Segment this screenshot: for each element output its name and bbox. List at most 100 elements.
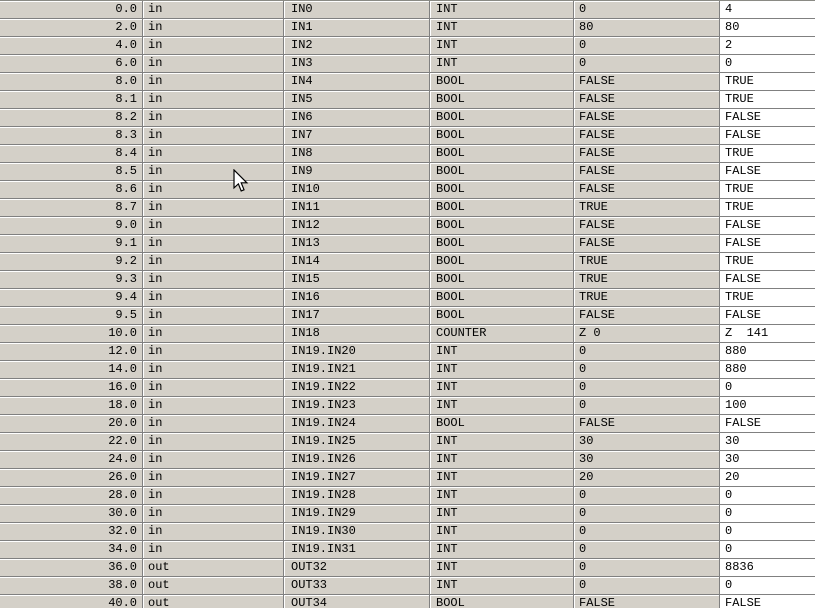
cell-address[interactable]: 6.0	[0, 55, 142, 72]
cell-name[interactable]: IN10	[283, 181, 429, 198]
cell-initial-value[interactable]: TRUE	[573, 199, 719, 216]
cell-name[interactable]: IN2	[283, 37, 429, 54]
cell-address[interactable]: 22.0	[0, 433, 142, 450]
cell-name[interactable]: IN16	[283, 289, 429, 306]
cell-declaration[interactable]: out	[142, 559, 283, 576]
cell-initial-value[interactable]: FALSE	[573, 307, 719, 324]
cell-initial-value[interactable]: TRUE	[573, 253, 719, 270]
cell-address[interactable]: 10.0	[0, 325, 142, 342]
cell-name[interactable]: IN12	[283, 217, 429, 234]
cell-address[interactable]: 8.1	[0, 91, 142, 108]
cell-type[interactable]: BOOL	[429, 73, 573, 90]
cell-initial-value[interactable]: 0	[573, 577, 719, 594]
cell-type[interactable]: INT	[429, 469, 573, 486]
cell-initial-value[interactable]: 0	[573, 379, 719, 396]
cell-name[interactable]: IN19.IN31	[283, 541, 429, 558]
cell-initial-value[interactable]: 0	[573, 343, 719, 360]
cell-initial-value[interactable]: Z 0	[573, 325, 719, 342]
table-row[interactable]: 14.0 in IN19.IN21 INT 0 880	[0, 361, 815, 379]
cell-type[interactable]: INT	[429, 559, 573, 576]
cell-type[interactable]: BOOL	[429, 109, 573, 126]
cell-actual-value[interactable]: TRUE	[719, 73, 815, 90]
cell-name[interactable]: IN13	[283, 235, 429, 252]
cell-address[interactable]: 9.2	[0, 253, 142, 270]
table-row[interactable]: 9.3 in IN15 BOOL TRUE FALSE	[0, 271, 815, 289]
cell-initial-value[interactable]: 0	[573, 397, 719, 414]
table-row[interactable]: 24.0 in IN19.IN26 INT 30 30	[0, 451, 815, 469]
cell-declaration[interactable]: in	[142, 253, 283, 270]
cell-type[interactable]: BOOL	[429, 145, 573, 162]
cell-actual-value[interactable]: TRUE	[719, 253, 815, 270]
cell-address[interactable]: 8.6	[0, 181, 142, 198]
cell-actual-value[interactable]: 100	[719, 397, 815, 414]
cell-actual-value[interactable]: TRUE	[719, 145, 815, 162]
cell-type[interactable]: INT	[429, 37, 573, 54]
table-row[interactable]: 12.0 in IN19.IN20 INT 0 880	[0, 343, 815, 361]
cell-type[interactable]: INT	[429, 505, 573, 522]
cell-name[interactable]: IN11	[283, 199, 429, 216]
cell-initial-value[interactable]: FALSE	[573, 181, 719, 198]
table-row[interactable]: 8.7 in IN11 BOOL TRUE TRUE	[0, 199, 815, 217]
cell-initial-value[interactable]: 0	[573, 559, 719, 576]
cell-name[interactable]: IN17	[283, 307, 429, 324]
cell-name[interactable]: IN6	[283, 109, 429, 126]
cell-declaration[interactable]: in	[142, 19, 283, 36]
cell-actual-value[interactable]: 0	[719, 487, 815, 504]
cell-name[interactable]: OUT33	[283, 577, 429, 594]
cell-type[interactable]: INT	[429, 577, 573, 594]
cell-actual-value[interactable]: FALSE	[719, 595, 815, 608]
cell-initial-value[interactable]: FALSE	[573, 415, 719, 432]
table-row[interactable]: 8.2 in IN6 BOOL FALSE FALSE	[0, 109, 815, 127]
cell-initial-value[interactable]: 0	[573, 361, 719, 378]
cell-type[interactable]: INT	[429, 343, 573, 360]
cell-initial-value[interactable]: FALSE	[573, 145, 719, 162]
cell-initial-value[interactable]: TRUE	[573, 289, 719, 306]
cell-initial-value[interactable]: FALSE	[573, 73, 719, 90]
cell-name[interactable]: IN1	[283, 19, 429, 36]
cell-type[interactable]: BOOL	[429, 253, 573, 270]
cell-actual-value[interactable]: 4	[719, 1, 815, 18]
cell-declaration[interactable]: in	[142, 217, 283, 234]
cell-type[interactable]: BOOL	[429, 199, 573, 216]
cell-declaration[interactable]: in	[142, 91, 283, 108]
cell-name[interactable]: IN19.IN30	[283, 523, 429, 540]
cell-initial-value[interactable]: 30	[573, 433, 719, 450]
cell-address[interactable]: 38.0	[0, 577, 142, 594]
cell-actual-value[interactable]: 20	[719, 469, 815, 486]
cell-declaration[interactable]: out	[142, 595, 283, 608]
cell-initial-value[interactable]: FALSE	[573, 91, 719, 108]
cell-address[interactable]: 9.4	[0, 289, 142, 306]
cell-actual-value[interactable]: FALSE	[719, 127, 815, 144]
cell-initial-value[interactable]: 0	[573, 1, 719, 18]
cell-declaration[interactable]: in	[142, 541, 283, 558]
cell-address[interactable]: 12.0	[0, 343, 142, 360]
cell-address[interactable]: 14.0	[0, 361, 142, 378]
cell-initial-value[interactable]: 30	[573, 451, 719, 468]
cell-type[interactable]: INT	[429, 451, 573, 468]
cell-declaration[interactable]: in	[142, 307, 283, 324]
table-row[interactable]: 8.0 in IN4 BOOL FALSE TRUE	[0, 73, 815, 91]
cell-address[interactable]: 8.0	[0, 73, 142, 90]
cell-actual-value[interactable]: TRUE	[719, 181, 815, 198]
cell-name[interactable]: IN19.IN21	[283, 361, 429, 378]
table-row[interactable]: 9.0 in IN12 BOOL FALSE FALSE	[0, 217, 815, 235]
cell-type[interactable]: INT	[429, 1, 573, 18]
table-row[interactable]: 30.0 in IN19.IN29 INT 0 0	[0, 505, 815, 523]
cell-name[interactable]: IN19.IN27	[283, 469, 429, 486]
cell-type[interactable]: INT	[429, 55, 573, 72]
cell-type[interactable]: INT	[429, 19, 573, 36]
cell-actual-value[interactable]: FALSE	[719, 163, 815, 180]
cell-initial-value[interactable]: 20	[573, 469, 719, 486]
table-row[interactable]: 22.0 in IN19.IN25 INT 30 30	[0, 433, 815, 451]
cell-name[interactable]: IN9	[283, 163, 429, 180]
table-row[interactable]: 38.0 out OUT33 INT 0 0	[0, 577, 815, 595]
cell-name[interactable]: IN14	[283, 253, 429, 270]
cell-actual-value[interactable]: 0	[719, 523, 815, 540]
cell-name[interactable]: IN5	[283, 91, 429, 108]
cell-declaration[interactable]: in	[142, 361, 283, 378]
cell-actual-value[interactable]: FALSE	[719, 217, 815, 234]
cell-actual-value[interactable]: FALSE	[719, 307, 815, 324]
cell-type[interactable]: BOOL	[429, 289, 573, 306]
table-row[interactable]: 2.0 in IN1 INT 80 80	[0, 19, 815, 37]
cell-address[interactable]: 18.0	[0, 397, 142, 414]
